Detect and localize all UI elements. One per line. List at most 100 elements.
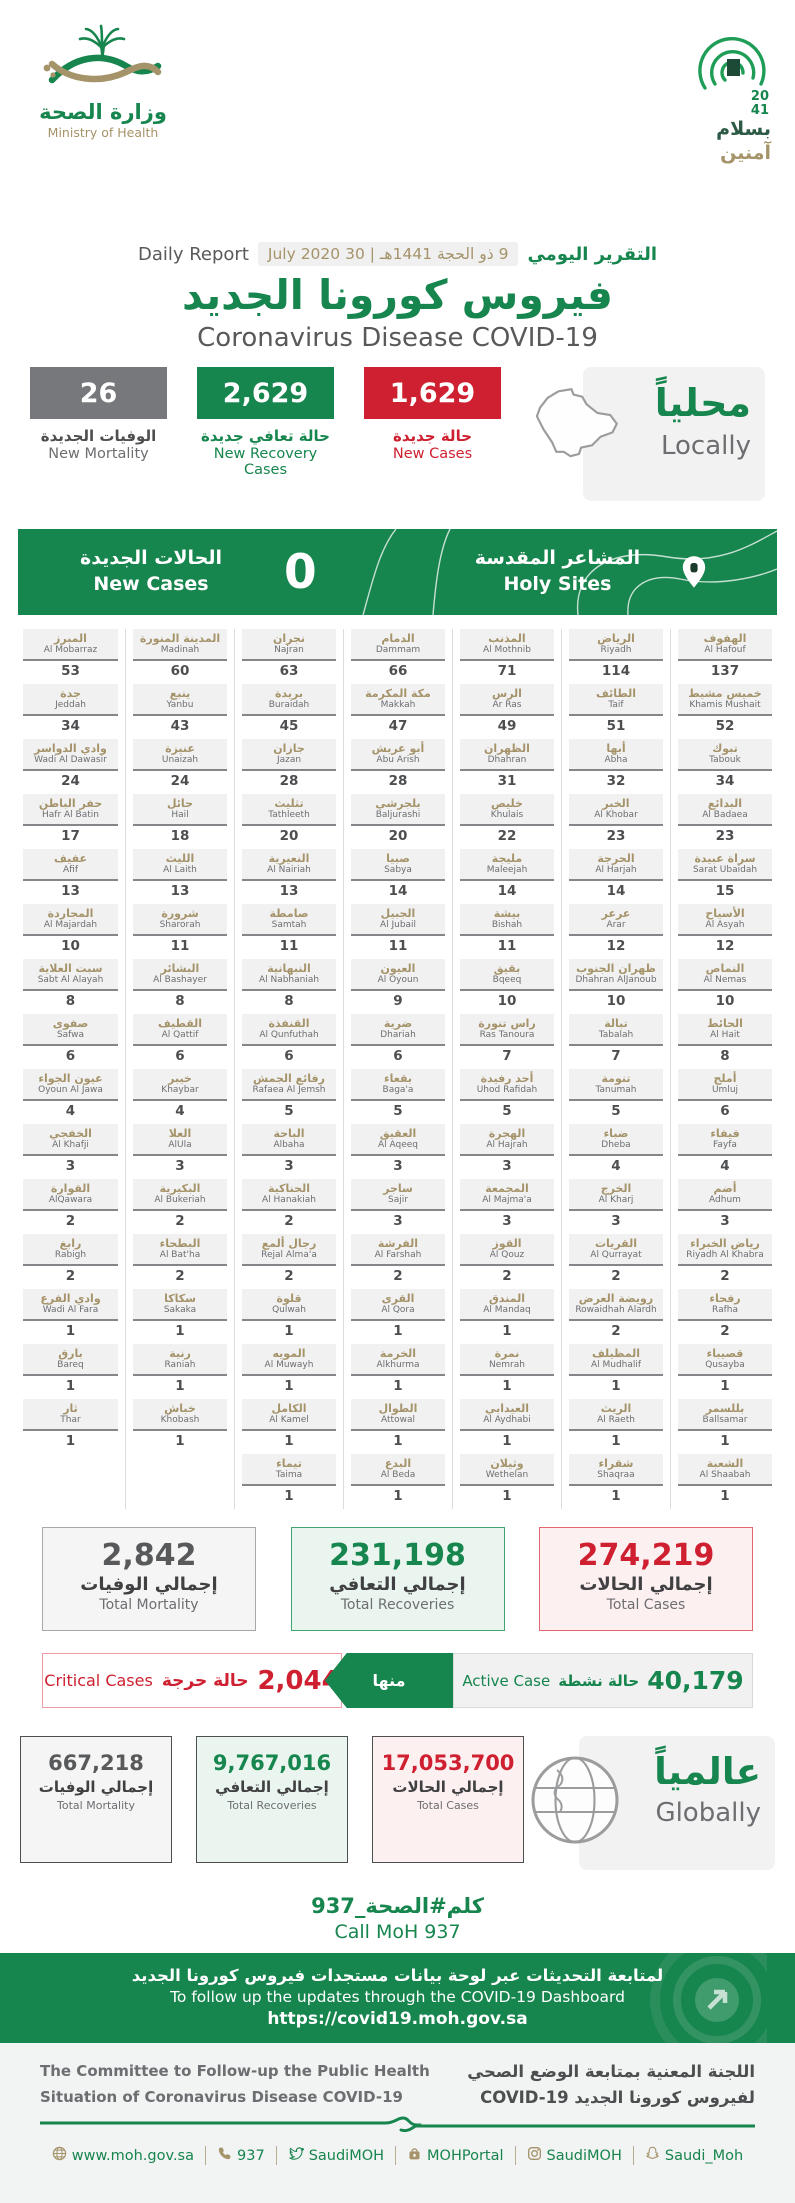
city-cell: الظهران Dhahran 31 — [453, 739, 561, 794]
city-cell: وادي الفرع Wadi Al Fara 1 — [16, 1289, 125, 1344]
contact-item[interactable]: MOHPortal — [395, 2146, 504, 2166]
new-recoveries-value: 2,629 — [197, 367, 334, 419]
city-new-cases-value: 10 — [715, 993, 735, 1009]
city-name: عنيزة Unaizah — [133, 739, 227, 771]
city-name-arabic: وادي الفرع — [40, 1292, 101, 1305]
city-name: أبها Abha — [569, 739, 663, 771]
contact-item[interactable]: SaudiMOH — [514, 2146, 622, 2166]
city-name-arabic: رنية — [169, 1347, 191, 1360]
city-name-english: Shaqraa — [597, 1470, 635, 1481]
city-cell: الخفجي Al Khafji 3 — [16, 1124, 125, 1179]
city-name-english: Arar — [606, 920, 626, 931]
city-name-english: Al Mandaq — [483, 1305, 531, 1316]
committee-section: The Committee to Follow-up the Public He… — [40, 2059, 755, 2110]
city-new-cases-value: 11 — [388, 938, 408, 954]
city-name-arabic: عيون الجواء — [38, 1072, 103, 1085]
city-name-arabic: القوز — [492, 1237, 522, 1250]
city-cell: رجال ألمع Rejal Alma'a 2 — [235, 1234, 343, 1289]
city-name: ينبع Yanbu — [133, 684, 227, 716]
city-new-cases-value: 1 — [611, 1378, 621, 1394]
city-cell: الكامل Al Kamel 1 — [235, 1399, 343, 1454]
city-name-english: Bqeeq — [492, 975, 522, 986]
city-name-arabic: حائل — [166, 797, 193, 810]
city-cell: خيبر Khaybar 4 — [126, 1069, 234, 1124]
city-new-cases-value: 34 — [715, 773, 735, 789]
city-cell: حائل Hail 18 — [126, 794, 234, 849]
city-cell: الريث Al Raeth 1 — [562, 1399, 670, 1454]
global-mortality-value: 667,218 — [48, 1751, 144, 1775]
city-name-english: Yanbu — [166, 700, 194, 711]
global-cases-box: 17,053,700 إجمالي الحالات Total Cases — [372, 1736, 524, 1863]
city-new-cases-value: 18 — [170, 828, 190, 844]
city-name-arabic: سبت العلاية — [38, 962, 103, 975]
city-new-cases-value: 45 — [279, 718, 299, 734]
city-name-arabic: المجمعة — [485, 1182, 529, 1195]
city-name: النبهانية Al Nabhaniah — [242, 959, 336, 991]
city-cell: الجبيل Al Jubail 11 — [344, 904, 452, 959]
city-new-cases-value: 2 — [175, 1213, 185, 1229]
committee-arabic: اللجنة المعنية بمتابعة الوضع الصحي لفيرو… — [467, 2062, 755, 2107]
total-cases-value: 274,219 — [577, 1538, 715, 1573]
city-name-arabic: القريات — [595, 1237, 637, 1250]
city-name-arabic: سكاكا — [164, 1292, 196, 1305]
city-name: البكيرية Al Bukeriah — [133, 1179, 227, 1211]
city-name-arabic: شرورة — [161, 907, 199, 920]
city-name-english: Hail — [171, 810, 189, 821]
city-cell: خليص Khulais 22 — [453, 794, 561, 849]
city-cell: الهفوف Al Hafouf 137 — [671, 629, 779, 684]
city-name-arabic: المندق — [489, 1292, 525, 1305]
city-name-english: Al Harjah — [595, 865, 637, 876]
city-name-arabic: أضم — [713, 1182, 737, 1195]
city-new-cases-value: 31 — [497, 773, 517, 789]
contact-item[interactable]: www.moh.gov.sa — [52, 2146, 194, 2165]
city-name-english: Khobash — [160, 1415, 200, 1426]
city-new-cases-value: 5 — [284, 1103, 294, 1119]
contact-item[interactable]: 937 — [205, 2146, 265, 2166]
city-name-english: Al Majma'a — [482, 1195, 532, 1206]
contact-item[interactable]: Saudi_Moh — [632, 2146, 743, 2166]
city-name-english: Al Asyah — [705, 920, 745, 931]
city-cell: أبو عريش Abu Arish 28 — [344, 739, 452, 794]
city-cell: رفحاء Rafha 2 — [671, 1289, 779, 1344]
city-name-english: Khaybar — [161, 1085, 199, 1096]
city-name: الجبيل Al Jubail — [351, 904, 445, 936]
city-name: النعيرية Al Nairiah — [242, 849, 336, 881]
city-name: رفائع الجمش Rafaea Al Jemsh — [242, 1069, 336, 1101]
city-cell: ينبع Yanbu 43 — [126, 684, 234, 739]
city-new-cases-value: 8 — [720, 1048, 730, 1064]
dashboard-url[interactable]: https://covid19.moh.gov.sa — [267, 2009, 528, 2029]
city-new-cases-value: 6 — [65, 1048, 76, 1064]
city-cell: الدمام Dammam 66 — [344, 629, 452, 684]
city-new-cases-value: 114 — [601, 663, 631, 679]
city-new-cases-value: 28 — [388, 773, 408, 789]
city-name: بللسمر Ballsamar — [678, 1399, 772, 1431]
city-name-english: Al Raeth — [597, 1415, 635, 1426]
city-name-english: AlUla — [168, 1140, 192, 1151]
call-moh-arabic: كلم#الصحة_937 — [311, 1894, 484, 1918]
city-name-arabic: بلجرشي — [375, 797, 421, 810]
city-name-english: Al Qouz — [489, 1250, 525, 1261]
city-name-arabic: ظهران الجنوب — [576, 962, 656, 975]
city-name: شرورة Sharorah — [133, 904, 227, 936]
city-cell: تنومة Tanumah 5 — [562, 1069, 670, 1124]
city-name-arabic: القوارة — [50, 1182, 91, 1195]
vision-years: 20 41 — [750, 89, 769, 118]
contact-item[interactable]: SaudiMOH — [275, 2146, 384, 2166]
city-name: الخرمة Alkhurma — [351, 1344, 445, 1376]
city-new-cases-value: 1 — [175, 1323, 185, 1339]
city-name-arabic: الخبر — [602, 797, 630, 810]
city-name-english: Riyadh Al Khabra — [686, 1250, 764, 1261]
city-name-arabic: الخفجي — [49, 1127, 92, 1140]
city-name: رياض الخبراء Riyadh Al Khabra — [678, 1234, 772, 1266]
city-name-arabic: العلا — [168, 1127, 192, 1140]
city-cell: البطحاء Al Bat'ha 2 — [126, 1234, 234, 1289]
city-name-arabic: تبالة — [604, 1017, 628, 1030]
city-name-arabic: رفائع الجمش — [253, 1072, 325, 1085]
contact-label: www.moh.gov.sa — [71, 2147, 194, 2164]
city-name-arabic: البكيرية — [159, 1182, 201, 1195]
city-name: أضم Adhum — [678, 1179, 772, 1211]
city-new-cases-value: 17 — [61, 828, 80, 844]
city-name-arabic: ثار — [63, 1402, 78, 1415]
city-cell: رنية Raniah 1 — [126, 1344, 234, 1399]
city-cell: بلجرشي Baljurashi 20 — [344, 794, 452, 849]
